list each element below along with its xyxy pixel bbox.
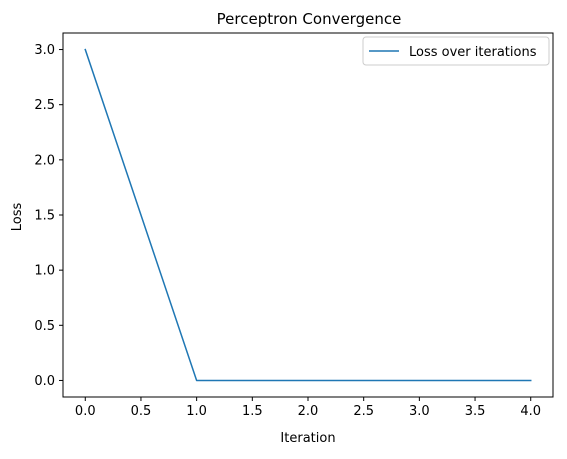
chart-title: Perceptron Convergence bbox=[217, 10, 402, 28]
legend-box bbox=[362, 36, 550, 66]
x-tick-label: 1.0 bbox=[186, 404, 207, 419]
y-axis-label: Loss bbox=[10, 203, 25, 232]
y-tick-label: 2.0 bbox=[34, 153, 55, 168]
x-tick-label: 3.5 bbox=[465, 404, 486, 419]
x-tick-label: 4.0 bbox=[520, 404, 541, 419]
x-tick-label: 1.5 bbox=[242, 404, 263, 419]
x-tick-label: 2.0 bbox=[298, 404, 319, 419]
x-axis-ticks: 0.0 0.5 1.0 1.5 2.0 2.5 3.0 3.5 4.0 bbox=[75, 397, 541, 419]
y-tick-label: 0.5 bbox=[34, 319, 55, 334]
x-tick-label: 3.0 bbox=[409, 404, 430, 419]
series-line bbox=[84, 48, 532, 382]
x-tick-label: 0.0 bbox=[75, 404, 96, 419]
x-tick-label: 2.5 bbox=[353, 404, 374, 419]
series-layer bbox=[84, 48, 532, 382]
y-tick-label: 1.0 bbox=[34, 264, 55, 279]
x-tick-label: 0.5 bbox=[131, 404, 152, 419]
legend-label: Loss over iterations bbox=[409, 45, 537, 60]
legend: Loss over iterations bbox=[362, 36, 550, 66]
y-tick-label: 0.0 bbox=[34, 374, 55, 389]
y-tick-label: 3.0 bbox=[34, 43, 55, 58]
y-axis-ticks: 0.0 0.5 1.0 1.5 2.0 2.5 3.0 bbox=[34, 43, 63, 389]
plot-frame bbox=[62, 32, 554, 398]
y-tick-label: 1.5 bbox=[34, 209, 55, 224]
y-tick-label: 2.5 bbox=[34, 98, 55, 113]
x-axis-label: Iteration bbox=[280, 431, 335, 446]
